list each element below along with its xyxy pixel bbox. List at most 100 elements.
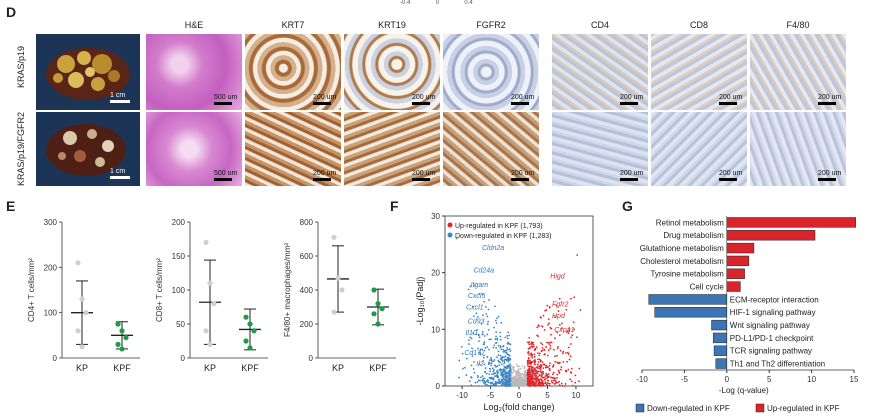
- y-tick-label: 0: [53, 354, 58, 363]
- down-gene-point: [476, 347, 479, 350]
- up-gene-point: [546, 354, 549, 357]
- up-gene-point: [574, 381, 577, 384]
- down-gene-point: [504, 358, 507, 361]
- down-gene-point: [508, 354, 511, 357]
- down-gene-point: [492, 370, 495, 373]
- down-gene-point: [470, 384, 473, 387]
- y-tick-label: 30: [431, 212, 440, 221]
- ihc-scale-bar: 200 um: [412, 170, 435, 181]
- x-tick-label: 0: [517, 391, 522, 400]
- up-gene-point: [568, 358, 571, 361]
- down-gene-point: [496, 356, 498, 359]
- up-gene-point: [557, 310, 560, 313]
- down-gene-point: [481, 333, 484, 335]
- up-gene-point: [532, 377, 535, 379]
- down-gene-point: [495, 322, 498, 325]
- down-gene-point: [484, 370, 487, 373]
- up-gene-point: [579, 309, 582, 311]
- up-gene-point: [567, 368, 570, 371]
- cd4-tile-kras-p19: 200 um: [552, 34, 648, 110]
- ns-gene-point: [510, 364, 513, 367]
- up-gene-point: [557, 345, 559, 348]
- up-gene-point: [573, 328, 576, 331]
- down-gene-point: [477, 333, 480, 336]
- up-gene-point: [535, 372, 538, 375]
- ihc-scale-bar: 200 um: [511, 170, 534, 181]
- up-gene-point: [552, 363, 555, 366]
- up-gene-point: [556, 361, 559, 364]
- gross-photo-kras-p19-fgfr2: 1 cm: [36, 112, 140, 186]
- down-gene-point: [496, 365, 499, 368]
- data-point: [251, 328, 257, 334]
- data-point: [339, 287, 345, 293]
- up-gene-point: [534, 359, 536, 361]
- gene-label-down: Il2: [476, 361, 484, 368]
- down-gene-point: [491, 381, 494, 384]
- ns-gene-point: [518, 383, 521, 386]
- cd8-tile-kras-p19-fgfr2: 200 um: [651, 112, 747, 186]
- ns-gene-point: [519, 367, 522, 370]
- down-gene-point: [501, 382, 504, 385]
- up-gene-point: [558, 334, 561, 337]
- up-gene-point: [548, 343, 551, 346]
- ns-gene-point: [523, 374, 526, 377]
- down-gene-point: [483, 343, 486, 345]
- up-gene-point: [541, 371, 544, 373]
- down-gene-point: [496, 317, 498, 319]
- down-gene-point: [479, 352, 482, 354]
- down-gene-point: [499, 361, 502, 364]
- up-gene-point: [562, 361, 565, 363]
- down-gene-point: [494, 338, 497, 340]
- down-gene-point: [462, 367, 464, 370]
- down-gene-point: [458, 359, 461, 362]
- up-gene-point: [546, 379, 549, 382]
- x-tick-label: KP: [204, 363, 216, 373]
- down-gene-point: [478, 292, 481, 295]
- up-gene-point: [557, 369, 560, 372]
- cd8-tile-kras-p19: 200 um: [651, 34, 747, 110]
- ns-gene-point: [514, 385, 517, 387]
- up-gene-point: [530, 375, 533, 377]
- up-gene-point: [527, 368, 530, 371]
- down-gene-point: [474, 381, 477, 384]
- down-gene-point: [507, 348, 509, 351]
- down-gene-point: [499, 380, 501, 383]
- pathway-label: TCR signaling pathway: [730, 347, 812, 356]
- data-point: [123, 335, 129, 341]
- up-gene-point: [538, 354, 541, 357]
- pathway-label: Retinol metabolism: [656, 218, 724, 227]
- ns-gene-point: [513, 380, 515, 383]
- down-gene-point: [507, 360, 510, 363]
- ns-gene-point: [514, 370, 517, 373]
- data-point: [83, 310, 89, 316]
- up-gene-point: [538, 365, 541, 368]
- down-gene-point: [482, 314, 484, 317]
- ns-gene-point: [524, 378, 527, 381]
- down-gene-point: [473, 284, 476, 287]
- down-gene-point: [489, 370, 492, 373]
- gene-label-down: Itgam: [471, 282, 489, 289]
- down-gene-point: [483, 300, 485, 303]
- up-gene-point: [567, 353, 570, 356]
- ns-gene-point: [521, 365, 524, 367]
- ns-gene-point: [525, 377, 528, 379]
- data-point: [379, 306, 385, 312]
- up-gene-point: [529, 378, 532, 381]
- down-gene-point: [499, 335, 502, 338]
- up-gene-point: [538, 352, 541, 355]
- down-gene-point: [497, 372, 499, 375]
- down-gene-point: [496, 374, 499, 376]
- data-point: [79, 296, 85, 302]
- up-gene-point: [541, 325, 544, 328]
- down-gene-point: [458, 376, 460, 379]
- up-gene-point: [533, 382, 536, 384]
- up-gene-point: [570, 336, 573, 339]
- down-gene-point: [495, 375, 497, 378]
- down-gene-point: [496, 370, 499, 373]
- ns-gene-point: [519, 375, 521, 378]
- krt7-tile-kras-p19: 200 um: [245, 34, 341, 110]
- panel-e-plots: 0 100 200 300 CD4+ T cells/mm² KP KPF 0 50 100 150…: [27, 218, 396, 373]
- x-tick-label: -10: [456, 391, 468, 400]
- down-gene-point: [509, 367, 512, 370]
- up-gene-point: [561, 327, 563, 330]
